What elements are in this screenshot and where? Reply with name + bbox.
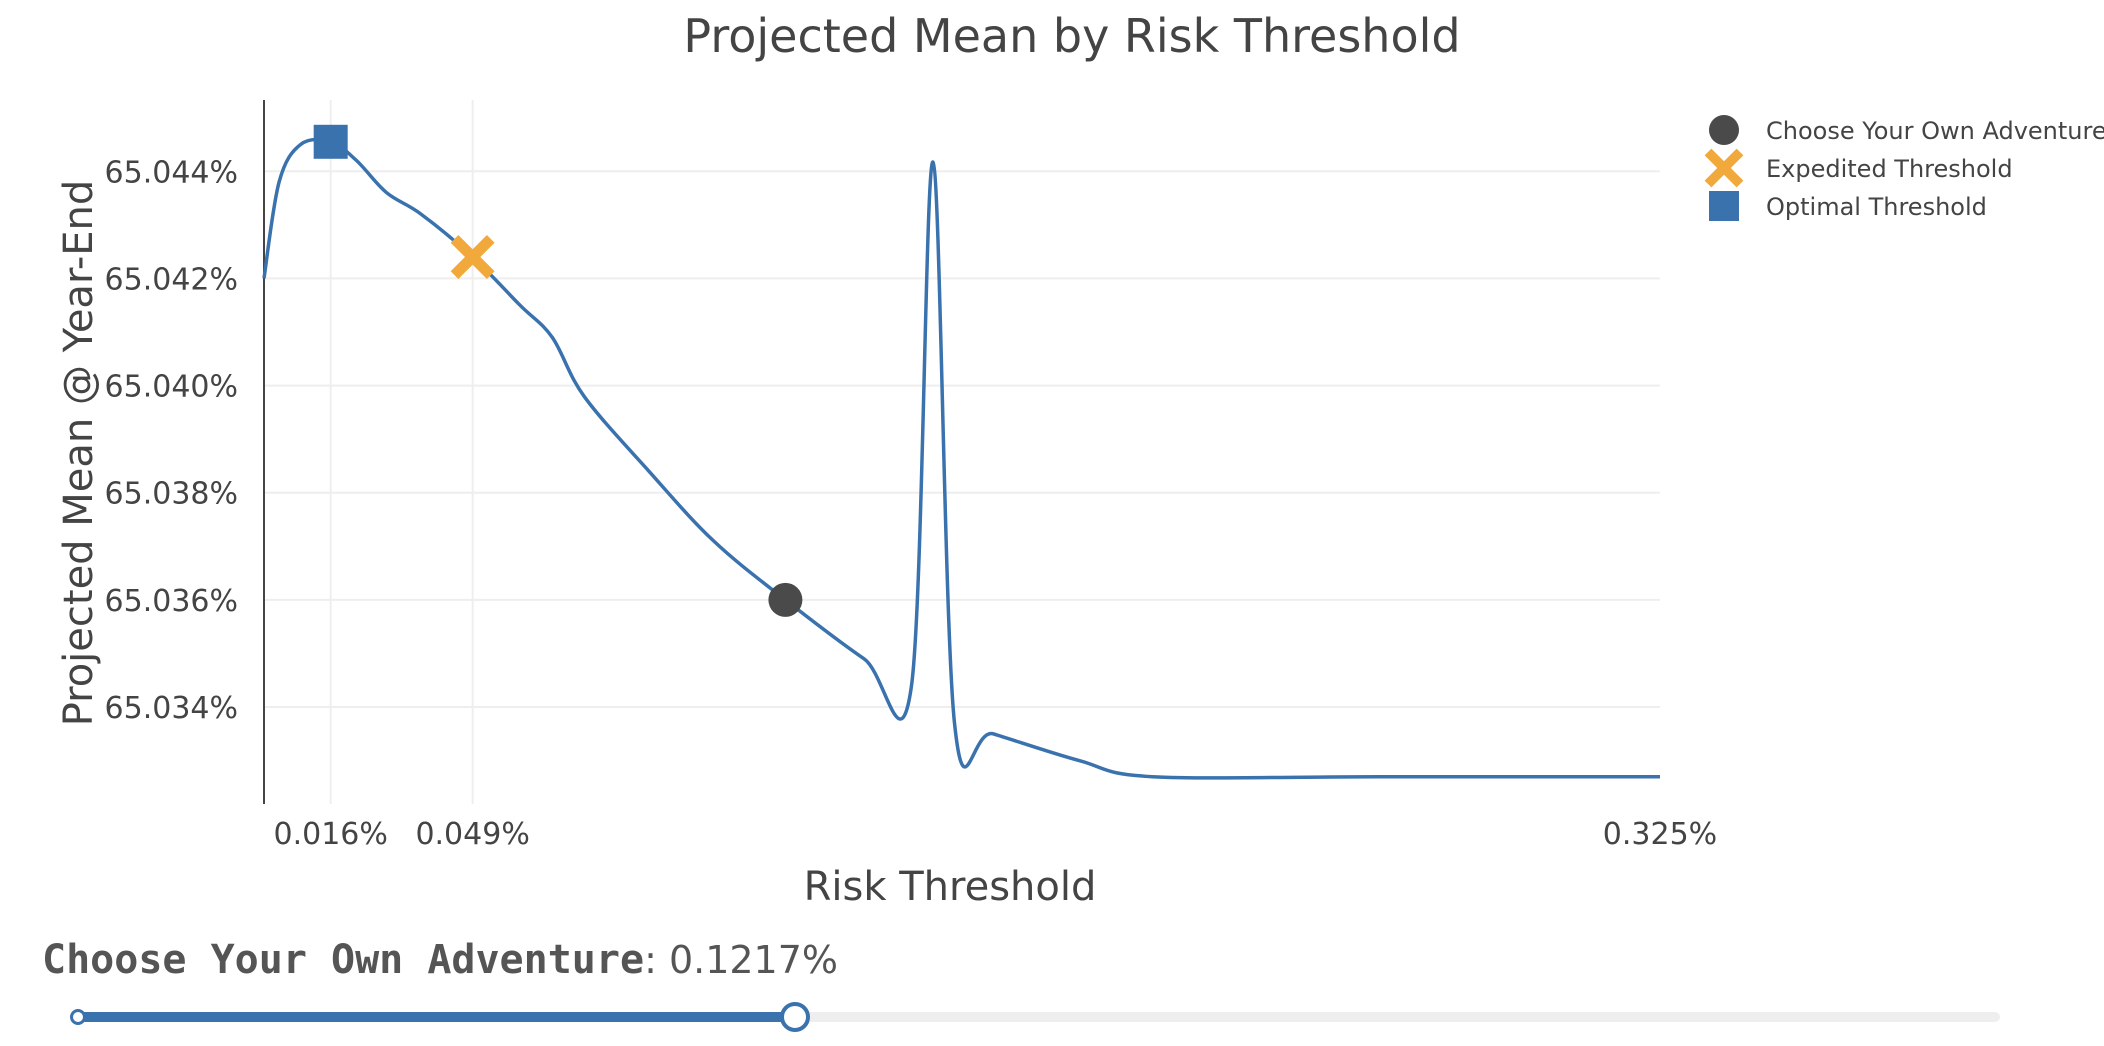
legend-swatch-x: [1704, 148, 1744, 188]
legend-swatch-circle: [1709, 115, 1739, 145]
marker-x: [450, 235, 495, 279]
series-lines: [262, 137, 1660, 780]
legend-entry: Expedited Threshold: [1766, 155, 2013, 183]
axes: 65.034% 65.036% 65.038% 65.040% 65.042% 65.04…: [105, 100, 1717, 852]
x-tick-label: 0.049%: [415, 817, 529, 852]
slider-fill: [76, 1012, 795, 1022]
y-tick-label: 65.036%: [105, 584, 238, 619]
y-axis-label: Projected Mean @ Year-End: [56, 180, 102, 727]
legend: Choose Your Own Adventure Expedited Thres…: [1704, 115, 2104, 221]
x-axis-label: Risk Threshold: [804, 864, 1097, 910]
marker-square: [313, 124, 348, 159]
marker-circle: [768, 582, 803, 617]
grid: [264, 100, 1660, 804]
slider-label-value: : 0.1217%: [644, 938, 839, 982]
x-tick-label: 0.325%: [1603, 817, 1717, 852]
y-tick-label: 65.042%: [105, 262, 238, 297]
legend-entry: Optimal Threshold: [1766, 193, 1987, 221]
y-tick-label: 65.040%: [105, 370, 238, 405]
series-line: [262, 137, 1660, 780]
risk-threshold-slider[interactable]: [76, 1012, 2000, 1022]
slider-label-name: Choose Your Own Adventure: [42, 937, 645, 983]
threshold-markers: [313, 124, 803, 617]
slider-label: Choose Your Own Adventure: 0.1217%: [42, 932, 838, 988]
y-tick-label: 65.038%: [105, 477, 238, 512]
marker-x-stroke-b: [450, 235, 495, 279]
risk-threshold-chart: 65.034% 65.036% 65.038% 65.040% 65.042% 65.04…: [56, 9, 2104, 910]
y-tick-label: 65.034%: [105, 691, 238, 726]
slider-min-handle: [70, 1009, 86, 1025]
y-tick-label: 65.044%: [105, 155, 238, 190]
legend-entry: Choose Your Own Adventure: [1766, 117, 2104, 145]
slider-handle[interactable]: [779, 1002, 810, 1032]
x-tick-label: 0.016%: [273, 817, 387, 852]
chart-title: Projected Mean by Risk Threshold: [683, 9, 1460, 63]
legend-swatch-x-stroke-b: [1704, 148, 1744, 188]
legend-swatch-square: [1709, 191, 1739, 221]
